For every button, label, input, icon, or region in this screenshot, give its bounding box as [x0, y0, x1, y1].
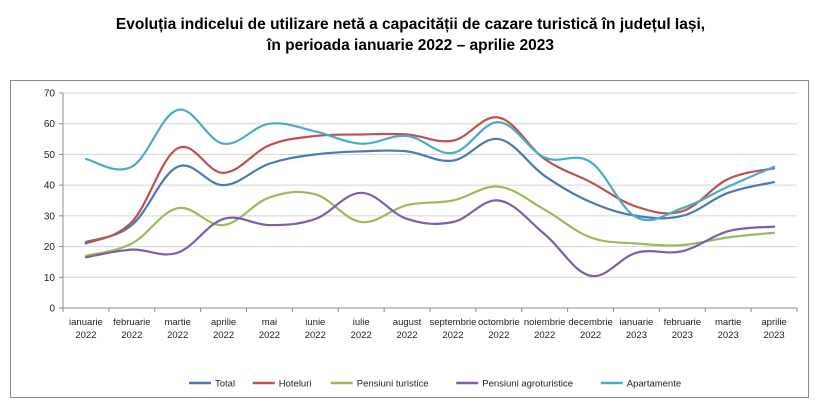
- y-tick-label: 10: [44, 273, 56, 284]
- x-tick-label-year: 2022: [167, 330, 188, 341]
- x-tick-label-month: ianuarie: [69, 317, 103, 328]
- x-tick-label-year: 2022: [488, 330, 509, 341]
- x-tick-label-month: iulie: [353, 317, 370, 328]
- x-tick-label-year: 2022: [213, 330, 234, 341]
- x-tick-label-year: 2023: [718, 330, 739, 341]
- series-line-apartamente: [84, 108, 776, 222]
- x-tick-label-year: 2022: [351, 330, 372, 341]
- x-tick-label-year: 2022: [442, 330, 463, 341]
- series-line-hoteluri: [84, 116, 776, 245]
- x-tick-label-month: iunie: [305, 317, 325, 328]
- x-tick-label-year: 2022: [534, 330, 555, 341]
- legend-label-pensiuni-agroturistice: Pensiuni agroturistice: [482, 379, 573, 390]
- y-tick-label: 50: [44, 150, 56, 161]
- y-tick-label: 30: [44, 211, 56, 222]
- x-tick-label-year: 2022: [305, 330, 326, 341]
- x-tick-label-year: 2023: [763, 330, 784, 341]
- y-tick-label: 0: [49, 304, 55, 315]
- x-tick-label-year: 2022: [580, 330, 601, 341]
- x-tick-label-month: septembrie: [429, 317, 476, 328]
- chart-title-line-2: în perioada ianuarie 2022 – aprilie 2023: [267, 37, 554, 54]
- chart-title-line-1: Evoluția indicelui de utilizare netă a c…: [115, 16, 706, 33]
- x-tick-label-month: martie: [715, 317, 741, 328]
- legend-label-pensiuni-turistice: Pensiuni turistice: [357, 379, 429, 390]
- x-tick-label-month: februarie: [113, 317, 151, 328]
- series-line-pensiuni-agroturistice: [84, 191, 776, 277]
- series-line-pensiuni-turistice: [84, 185, 776, 257]
- x-tick-label-month: februarie: [664, 317, 702, 328]
- x-tick-label-year: 2022: [121, 330, 142, 341]
- x-tick-label-month: ianuarie: [620, 317, 654, 328]
- x-tick-label-year: 2023: [672, 330, 693, 341]
- x-tick-label-month: august: [393, 317, 422, 328]
- legend-label-apartamente: Apartamente: [627, 379, 681, 390]
- y-tick-label: 60: [44, 119, 56, 130]
- x-tick-label-year: 2022: [75, 330, 96, 341]
- x-tick-label-year: 2022: [396, 330, 417, 341]
- legend-label-hoteluri: Hoteluri: [279, 379, 312, 390]
- chart-title: Evoluția indicelui de utilizare netă a c…: [0, 14, 821, 56]
- x-tick-label-month: noiembrie: [524, 317, 566, 328]
- x-tick-label-year: 2023: [626, 330, 647, 341]
- x-tick-label-month: decembrie: [568, 317, 612, 328]
- x-tick-label-month: octombrie: [478, 317, 520, 328]
- x-tick-label-month: mai: [262, 317, 277, 328]
- x-tick-label-month: martie: [164, 317, 190, 328]
- y-tick-label: 20: [44, 242, 56, 253]
- x-tick-label-month: aprilie: [761, 317, 786, 328]
- x-tick-label-month: aprilie: [211, 317, 236, 328]
- legend-label-total: Total: [215, 379, 235, 390]
- x-tick-label-year: 2022: [259, 330, 280, 341]
- y-tick-label: 40: [44, 181, 56, 192]
- y-tick-label: 70: [44, 89, 56, 100]
- chart-frame: [10, 80, 809, 398]
